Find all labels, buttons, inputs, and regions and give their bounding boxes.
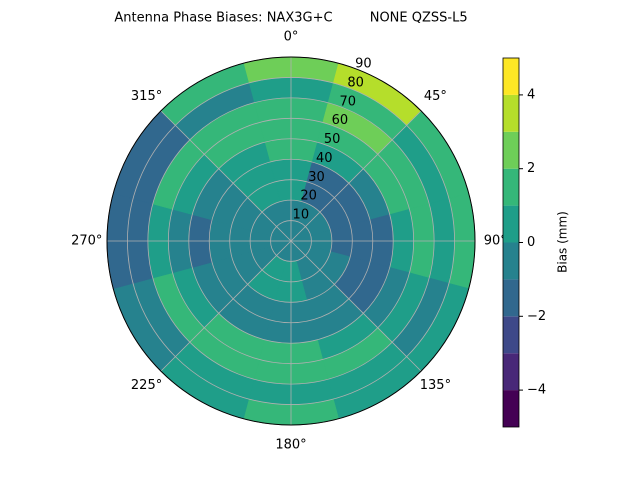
theta-tick-label: 45° bbox=[424, 89, 447, 104]
colorbar-bin bbox=[503, 168, 519, 206]
r-tick-label: 60 bbox=[332, 113, 349, 128]
theta-tick-label: 315° bbox=[131, 89, 162, 104]
theta-tick-label: 270° bbox=[71, 234, 102, 249]
colorbar-bin bbox=[503, 58, 519, 95]
colorbar-bin bbox=[503, 353, 519, 391]
theta-tick-label: 225° bbox=[131, 378, 162, 393]
grid-spoke bbox=[160, 240, 292, 372]
r-tick-label: 40 bbox=[316, 151, 333, 166]
colorbar-tick-label: 0 bbox=[527, 235, 535, 250]
theta-tick-label: 0° bbox=[284, 29, 299, 44]
grid-spoke bbox=[160, 110, 292, 242]
r-tick-label: 90 bbox=[355, 57, 372, 72]
colorbar-tick-label: 2 bbox=[527, 161, 535, 176]
colorbar-tick-label: 4 bbox=[527, 87, 535, 102]
r-tick-label: 50 bbox=[324, 132, 341, 147]
colorbar-tick-label: −4 bbox=[527, 383, 546, 398]
colorbar-bin bbox=[503, 205, 519, 243]
colorbar-bin bbox=[503, 131, 519, 169]
colorbar-bin bbox=[503, 242, 519, 280]
r-tick-label: 30 bbox=[308, 170, 325, 185]
theta-tick-label: 90° bbox=[484, 234, 507, 249]
r-tick-label: 10 bbox=[293, 208, 310, 223]
colorbar-bin bbox=[503, 279, 519, 317]
r-tick-label: 20 bbox=[300, 189, 317, 204]
chart-title: Antenna Phase Biases: NAX3G+C NONE QZSS-… bbox=[114, 11, 467, 26]
colorbar-tick-label: −2 bbox=[527, 309, 546, 324]
r-tick-label: 70 bbox=[339, 94, 356, 109]
theta-tick-label: 180° bbox=[275, 438, 306, 453]
grid-spoke bbox=[290, 110, 422, 242]
colorbar-bin bbox=[503, 390, 519, 427]
colorbar-bin bbox=[503, 316, 519, 354]
polar-frame bbox=[106, 56, 476, 426]
colorbar-label: Bias (mm) bbox=[556, 211, 570, 273]
grid-spoke bbox=[290, 240, 422, 372]
theta-tick-label: 135° bbox=[420, 378, 451, 393]
r-tick-label: 80 bbox=[347, 75, 364, 90]
colorbar-bin bbox=[503, 94, 519, 132]
